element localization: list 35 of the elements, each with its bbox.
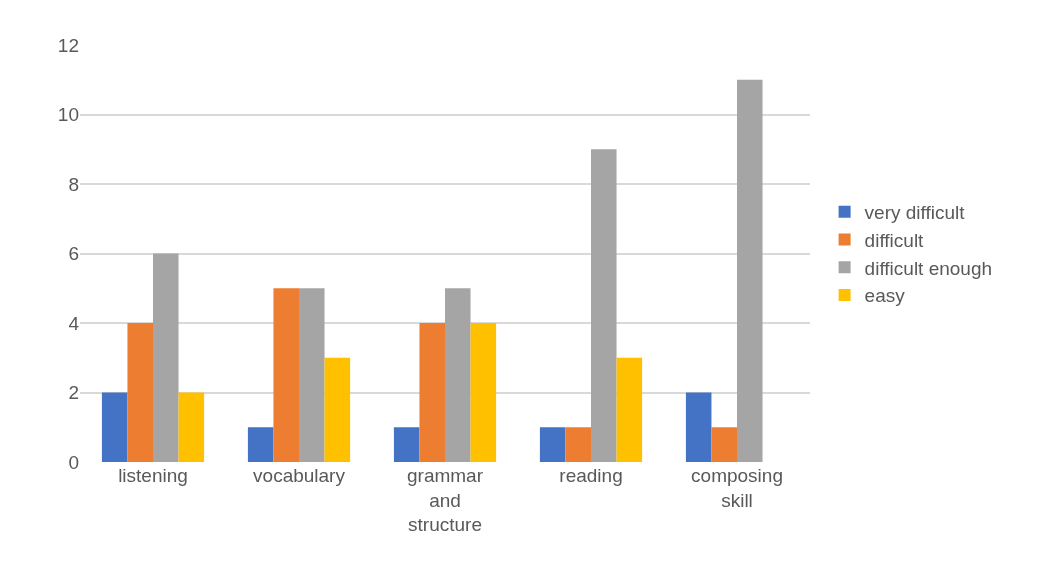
bar <box>247 427 274 462</box>
x-tick-label: vocabulary <box>253 465 346 486</box>
legend-label: very difficult <box>864 202 966 224</box>
bar <box>591 149 617 462</box>
y-tick-label: 2 <box>68 382 79 404</box>
bar <box>539 427 566 462</box>
x-tick-label: grammar and structure <box>406 465 484 536</box>
bar <box>101 392 128 462</box>
bar <box>711 427 737 462</box>
bar <box>737 79 763 462</box>
bar <box>419 323 445 462</box>
y-tick-label: 6 <box>68 243 79 265</box>
legend-label: easy <box>864 285 906 307</box>
legend-label: difficult <box>864 229 925 251</box>
y-tick-label: 8 <box>68 173 79 195</box>
y-tick-label: 4 <box>68 312 80 334</box>
bar <box>685 392 712 462</box>
bar <box>324 357 351 462</box>
bar <box>445 288 471 462</box>
bar <box>299 288 325 462</box>
x-tick-label: composing skill <box>691 465 783 511</box>
bar <box>273 288 299 462</box>
x-tick-label: reading <box>559 465 623 486</box>
y-tick-label: 0 <box>68 451 79 473</box>
bar <box>470 323 497 462</box>
bar <box>393 427 420 462</box>
bar <box>565 427 591 462</box>
bar <box>616 357 643 462</box>
y-tick-label: 10 <box>57 104 79 126</box>
x-tick-label: listening <box>118 465 188 486</box>
legend-label: difficult enough <box>864 257 993 279</box>
bar <box>178 392 205 462</box>
bar <box>127 323 153 462</box>
bar <box>153 253 179 462</box>
y-tick-label: 12 <box>57 34 79 56</box>
